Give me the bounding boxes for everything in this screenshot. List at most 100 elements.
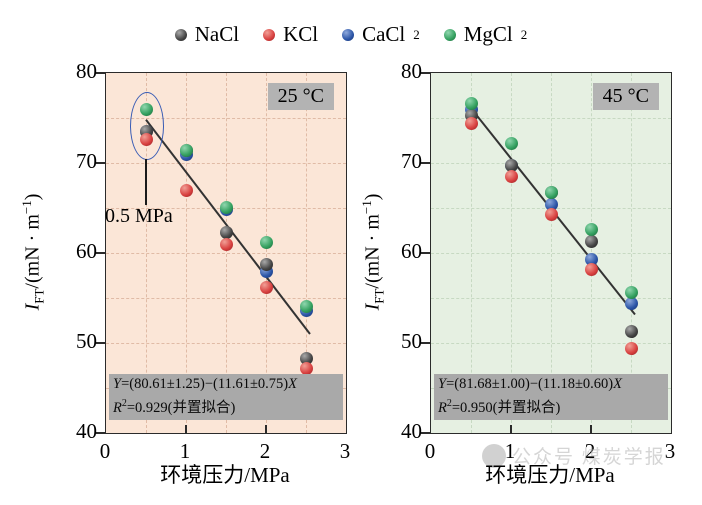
gridline [471,73,472,433]
y-tick-label: 40 [76,419,97,443]
y-tick-label: 70 [401,149,422,173]
data-point-kcl [464,116,478,130]
y-axis-tick [96,342,106,344]
x-axis-tick [265,425,267,433]
legend-marker-icon [342,28,355,41]
x-tick-label: 0 [99,439,111,463]
gridline [631,73,632,433]
data-point-kcl [179,184,193,198]
y-axis-tick [96,72,106,74]
legend-marker-icon [174,28,187,41]
y-axis-tick [421,432,431,434]
annotation-ellipse-icon [130,92,164,161]
fit-r-sup: 2 [446,398,452,410]
y-axis-symbol: I [21,303,44,311]
gridline [266,73,267,433]
data-point-kcl [544,207,558,221]
y-axis-units-exp: −1 [19,200,34,215]
x-axis-title-right: 环境压力/MPa [485,463,615,487]
legend-item-nacl: NaCl [174,22,240,47]
data-point-mgcl2 [464,97,478,111]
data-point-nacl [504,159,518,173]
y-axis-tick [96,432,106,434]
legend-item-cacl: CaCl 2 [342,22,420,47]
fit-equation-line: Y=(81.68±1.00)−(11.18±0.60)X [438,375,664,394]
y-axis-tick [421,162,431,164]
fit-body: =(80.61±1.25)−(11.61±0.75) [121,376,289,393]
data-point-kcl [299,361,313,375]
data-point-kcl [624,341,638,355]
gridline [551,73,552,433]
legend-label: KCl [283,22,319,46]
plot-panel-45c: 45 °C Y=(81.68±1.00)−(11.18±0.60)X R2=0.… [421,72,672,434]
y-axis-units-exp: −1 [359,200,374,215]
y-tick-label: 60 [76,239,97,263]
data-point-mgcl2 [504,136,518,150]
x-tick-label: 0 [424,439,436,463]
data-point-kcl [584,262,598,276]
y-axis-units: /(mN · m [21,214,44,289]
legend-item-kcl: KCl [263,22,318,47]
annotation-pointer-line [145,159,147,206]
x-axis-title-left: 环境压力/MPa [160,463,290,487]
x-axis-tick [185,425,187,433]
x-tick-label: 3 [339,439,351,463]
data-point-cacl2 [624,296,638,310]
gridline [186,73,187,433]
fit-equation-box-45c: Y=(81.68±1.00)−(11.18±0.60)X R2=0.950(并置… [434,374,668,420]
x-tick-label: 1 [179,439,191,463]
gridline [511,73,512,433]
watermark: 公众号 煤炭学报 [482,442,666,469]
y-axis-units-end: ) [361,193,384,201]
data-point-nacl [584,234,598,248]
y-axis-tick [421,342,431,344]
x-axis-tick [590,425,592,433]
fit-r-body: =0.950(并置拟合) [451,400,561,416]
data-point-nacl [299,351,313,365]
y-axis-units-end: ) [21,193,44,201]
fit-r-var: R [113,400,122,416]
data-point-nacl [259,258,273,272]
y-axis-symbol-sub: FT [31,288,47,304]
legend-marker-icon [263,28,276,41]
legend-label: NaCl [194,22,240,46]
data-point-mgcl2 [219,200,233,214]
data-point-nacl [219,225,233,239]
y-axis-symbol: I [361,303,384,311]
y-tick-label: 60 [401,239,422,263]
data-point-cacl2 [544,197,558,211]
y-tick-label: 80 [401,59,422,83]
data-point-mgcl2 [624,286,638,300]
data-point-nacl [624,324,638,338]
y-axis-tick [421,252,431,254]
gridline [226,73,227,433]
y-tick-label: 70 [76,149,97,173]
data-point-mgcl2 [584,223,598,237]
data-point-kcl [259,280,273,294]
annotation-label: 0.5 MPa [105,205,173,228]
x-tick-label: 1 [504,439,516,463]
fit-r-var: R [438,400,447,416]
fit-r-sup: 2 [121,398,127,410]
data-point-kcl [504,170,518,183]
y-axis-title-left: IFT/(mN · m−1) [19,92,47,412]
fit-equation-box-25c: Y=(80.61±1.25)−(11.61±0.75)X R2=0.929(并置… [109,374,343,420]
gridline [146,73,147,433]
fit-r-body: =0.929(并置拟合) [126,400,236,416]
fit-body: =(81.68±1.00)−(11.18±0.60) [446,376,614,393]
x-tick-label: 3 [664,439,676,463]
data-point-cacl2 [584,252,598,266]
watermark-logo-icon [482,443,506,468]
y-tick-label: 80 [76,59,97,83]
fit-equation-line: Y=(80.61±1.25)−(11.61±0.75)X [113,375,339,394]
fit-x-var: X [288,376,297,393]
gridline [306,73,307,433]
chart-legend: NaCl KCl CaCl 2 MgCl 2 [0,22,702,47]
legend-label: CaCl [362,22,406,46]
x-tick-label: 2 [259,439,271,463]
y-tick-label: 50 [401,329,422,353]
y-tick-label: 40 [401,419,422,443]
fit-x-var: X [613,376,622,393]
temperature-badge-45c: 45 °C [592,83,659,110]
